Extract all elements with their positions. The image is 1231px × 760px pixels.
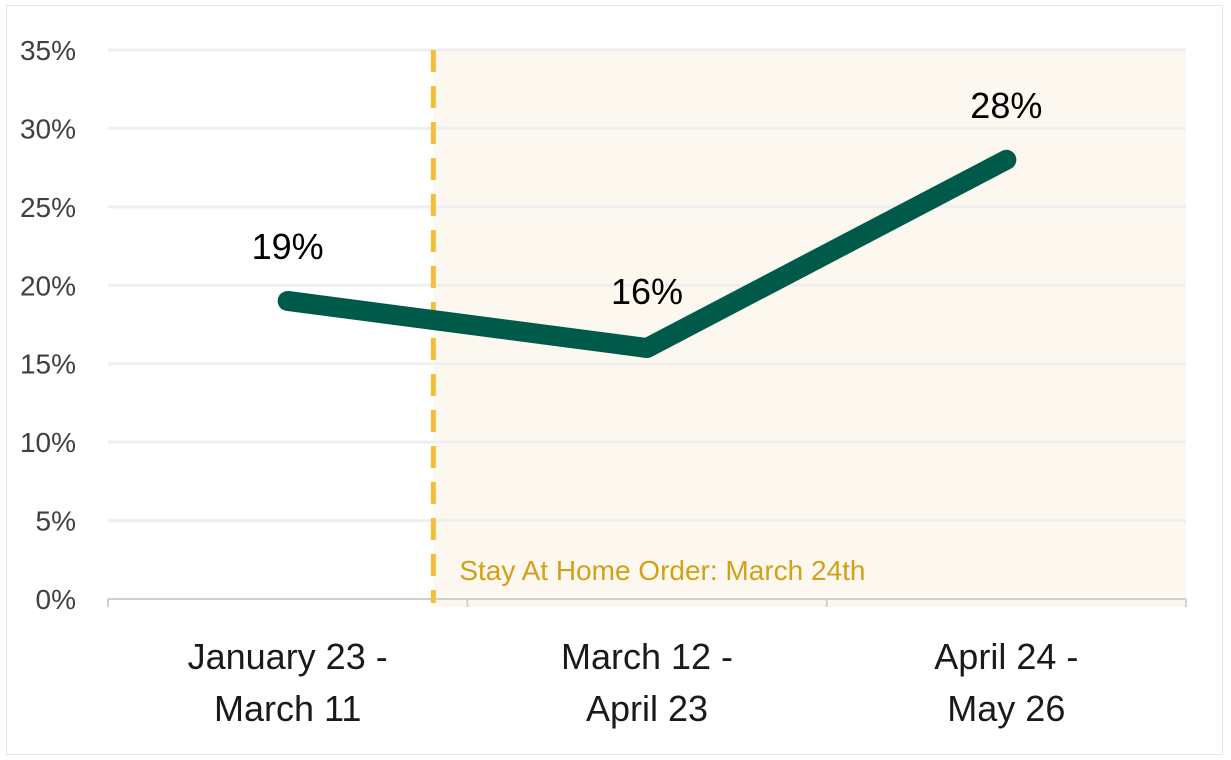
y-tick-label: 0% bbox=[36, 584, 76, 615]
x-category-label: March 12 - bbox=[561, 636, 733, 677]
y-tick-label: 20% bbox=[20, 270, 76, 301]
x-axis-category-labels: January 23 - March 11 March 12 - April 23 Ap… bbox=[188, 636, 1079, 729]
y-tick-label: 5% bbox=[36, 506, 76, 537]
data-label: 16% bbox=[611, 271, 683, 312]
gridlines bbox=[108, 48, 1186, 523]
series-line bbox=[277, 149, 1017, 359]
x-category-label: January 23 - bbox=[188, 636, 388, 677]
data-label: 19% bbox=[252, 226, 324, 267]
x-category-label: April 23 bbox=[586, 688, 708, 729]
x-axis-tick-marks bbox=[107, 599, 1187, 607]
data-labels: 19% 16% 28% bbox=[252, 85, 1043, 312]
x-category-label: March 11 bbox=[214, 688, 361, 729]
data-label: 28% bbox=[970, 85, 1042, 126]
y-tick-label: 35% bbox=[20, 35, 76, 66]
stay-at-home-order-label: Stay At Home Order: March 24th bbox=[459, 555, 865, 586]
x-category-label: April 24 - bbox=[934, 636, 1078, 677]
y-tick-label: 15% bbox=[20, 349, 76, 380]
y-tick-label: 30% bbox=[20, 113, 76, 144]
y-tick-label: 10% bbox=[20, 427, 76, 458]
y-tick-label: 25% bbox=[20, 192, 76, 223]
x-category-label: May 26 bbox=[947, 688, 1065, 729]
y-axis-tick-labels: 0% 5% 10% 15% 20% 25% 30% 35% bbox=[20, 35, 76, 615]
